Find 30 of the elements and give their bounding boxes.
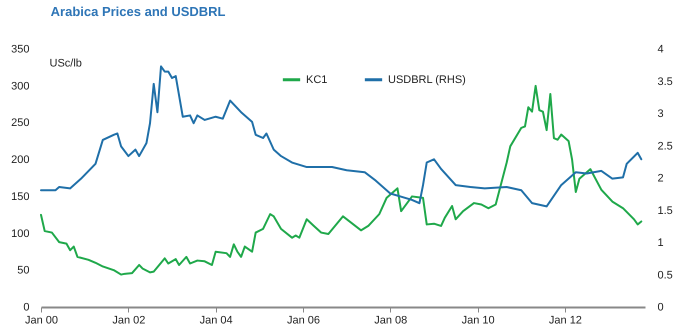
y-tick-label: 200 bbox=[11, 154, 30, 166]
y2-tick-label: 1 bbox=[658, 237, 664, 249]
y-axis-title: USc/lb bbox=[50, 58, 82, 70]
y-tick-label: 100 bbox=[11, 228, 30, 240]
legend-label: USDBRL (RHS) bbox=[388, 74, 466, 86]
y-tick-label: 0 bbox=[23, 302, 30, 314]
y2-tick-label: 0.5 bbox=[658, 269, 673, 282]
y2-tick-label: 2 bbox=[658, 172, 664, 184]
y-tick-label: 250 bbox=[11, 117, 30, 130]
x-tick-label: Jan 12 bbox=[548, 314, 582, 326]
x-tick-label: Jan 08 bbox=[374, 314, 408, 326]
x-tick-label: Jan 06 bbox=[287, 314, 320, 326]
y-tick-label: 300 bbox=[11, 80, 30, 92]
x-tick-label: Jan 04 bbox=[200, 314, 233, 326]
y2-tick-label: 3 bbox=[658, 108, 664, 120]
x-tick-label: Jan 10 bbox=[462, 314, 495, 326]
y-tick-label: 350 bbox=[11, 44, 30, 56]
legend-label: KC1 bbox=[306, 74, 328, 86]
y-tick-label: 150 bbox=[11, 190, 30, 203]
y2-tick-label: 2.5 bbox=[658, 140, 673, 152]
y2-tick-label: 0 bbox=[658, 302, 664, 314]
y2-tick-label: 4 bbox=[658, 44, 664, 56]
line-series bbox=[40, 65, 642, 208]
y2-tick-label: 3.5 bbox=[658, 76, 673, 88]
x-tick-label: Jan 00 bbox=[24, 314, 58, 326]
chart-title: Arabica Prices and USDBRL bbox=[50, 4, 226, 19]
y2-tick-label: 1.5 bbox=[658, 204, 673, 217]
line-series bbox=[40, 84, 642, 276]
y-tick-label: 50 bbox=[17, 264, 30, 277]
x-tick-label: Jan 02 bbox=[112, 314, 146, 326]
